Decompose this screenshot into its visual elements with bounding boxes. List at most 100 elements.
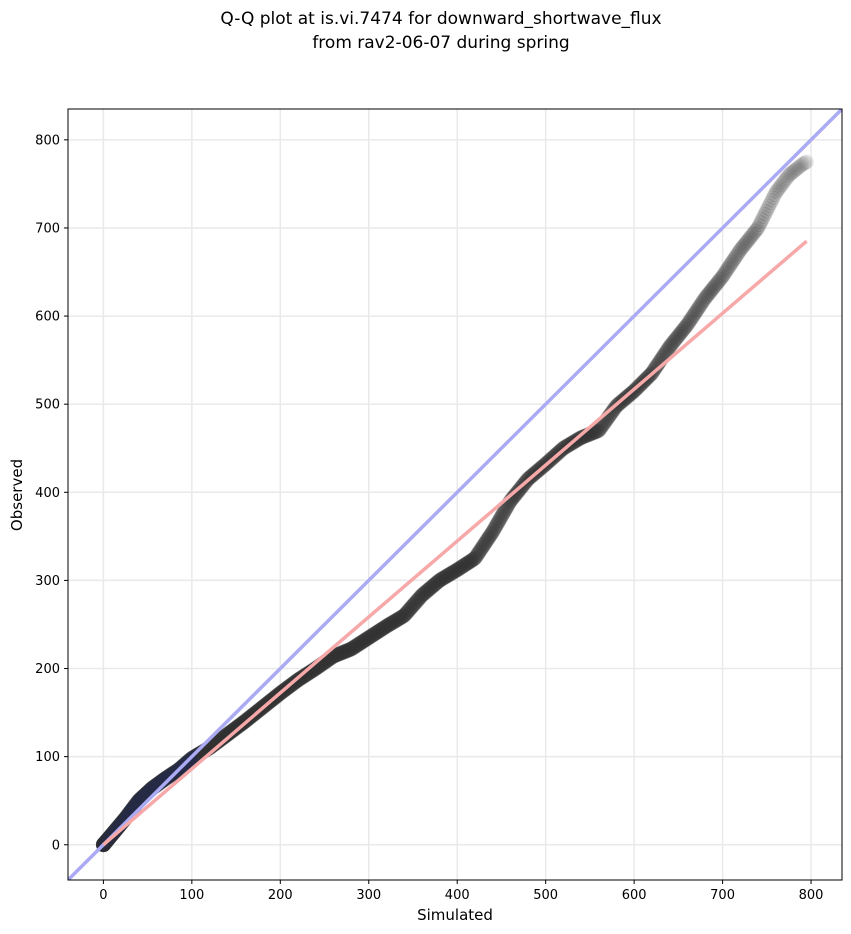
data-point: [411, 591, 427, 607]
data-point: [469, 547, 485, 563]
y-axis-label: Observed: [8, 459, 26, 531]
data-point: [746, 225, 762, 241]
data-points: [95, 154, 815, 853]
data-point: [396, 607, 412, 623]
data-point: [293, 670, 309, 686]
data-point: [701, 286, 716, 302]
x-tick-label: 600: [622, 888, 647, 903]
data-point: [464, 552, 480, 568]
data-point: [435, 570, 451, 586]
data-point: [742, 230, 758, 246]
data-point: [765, 190, 781, 206]
data-point: [437, 569, 453, 585]
data-point: [771, 181, 787, 197]
data-point: [221, 725, 237, 741]
data-point: [348, 638, 364, 654]
data-point: [487, 521, 503, 537]
data-point: [694, 295, 710, 311]
data-point: [374, 621, 390, 637]
data-point: [719, 262, 735, 278]
data-point: [420, 582, 436, 598]
data-point: [476, 537, 492, 553]
data-point: [370, 624, 386, 640]
data-point: [350, 637, 366, 653]
data-point: [799, 154, 815, 170]
data-point: [327, 648, 343, 664]
data-point: [454, 559, 470, 575]
data-point: [465, 552, 481, 568]
data-point: [478, 534, 494, 550]
data-point: [699, 288, 715, 304]
data-point: [703, 283, 719, 299]
data-point: [750, 220, 766, 236]
data-point: [482, 527, 498, 543]
data-point: [681, 314, 697, 330]
data-point: [160, 769, 176, 785]
data-point: [334, 645, 350, 661]
data-point: [389, 612, 405, 628]
data-point: [731, 244, 747, 260]
data-point: [796, 156, 812, 172]
data-point: [472, 544, 487, 560]
data-point: [431, 573, 447, 589]
data-point: [474, 540, 490, 556]
data-point: [401, 602, 417, 618]
data-point: [438, 568, 454, 584]
data-point: [792, 159, 808, 175]
data-point: [406, 596, 422, 612]
data-point: [227, 720, 243, 736]
data-point: [468, 548, 484, 564]
data-point: [441, 567, 457, 583]
data-point: [663, 337, 679, 353]
data-point: [480, 531, 496, 547]
data-point: [761, 198, 777, 214]
data-point: [359, 631, 375, 647]
data-point: [223, 724, 239, 740]
data-point: [707, 278, 723, 294]
data-point: [398, 605, 414, 621]
data-point: [769, 182, 785, 198]
data-point: [383, 616, 399, 632]
data-point: [722, 258, 738, 274]
data-point: [347, 639, 363, 655]
data-point: [187, 749, 203, 765]
data-point: [225, 722, 241, 738]
data-point: [395, 608, 411, 624]
data-point: [407, 595, 423, 611]
data-point: [449, 562, 465, 578]
data-point: [778, 171, 794, 187]
data-point: [337, 643, 353, 659]
data-point: [493, 509, 509, 525]
data-point: [451, 560, 467, 576]
data-point: [445, 564, 461, 580]
data-point: [381, 617, 397, 633]
fit-line: [102, 239, 808, 847]
data-point: [757, 206, 773, 222]
x-tick-label: 400: [445, 888, 470, 903]
y-axis-ticks: 0 100 200 300 400 500 600 700 800: [35, 133, 68, 853]
data-point: [343, 641, 359, 657]
data-point: [391, 611, 407, 627]
data-point: [336, 644, 352, 660]
data-point: [393, 609, 409, 625]
data-point: [718, 264, 734, 280]
data-point: [587, 424, 603, 440]
reference-lines: [68, 109, 842, 880]
data-point: [775, 175, 791, 191]
data-point: [375, 620, 391, 636]
data-point: [492, 511, 508, 527]
data-point: [782, 166, 798, 182]
data-point: [380, 617, 396, 633]
data-point: [159, 769, 175, 785]
data-point: [187, 748, 203, 764]
data-point: [408, 594, 424, 610]
data-point: [221, 725, 237, 741]
data-point: [371, 623, 387, 639]
data-point: [664, 336, 680, 352]
data-point: [475, 539, 491, 555]
data-point: [392, 610, 407, 626]
data-point: [461, 554, 477, 570]
data-point: [385, 614, 401, 630]
data-point: [479, 532, 495, 548]
data-point: [362, 629, 378, 645]
